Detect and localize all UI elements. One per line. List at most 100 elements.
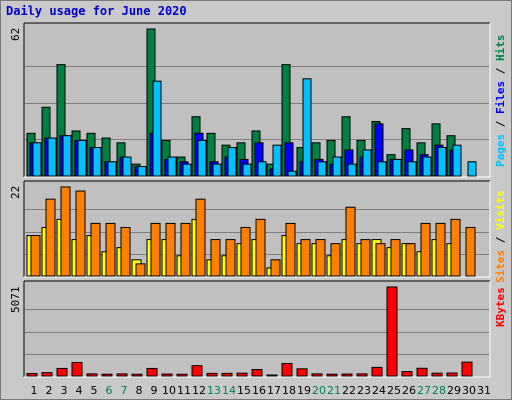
- bar-bottom-kbytes-day-14: [221, 372, 233, 377]
- bar-top-pages-day-25: [392, 158, 402, 177]
- bar-middle-sites-day-16: [255, 218, 266, 277]
- bar-top-pages-day-15: [242, 163, 252, 177]
- bar-bottom-kbytes-day-5: [86, 373, 98, 377]
- bar-bottom-kbytes-day-7: [116, 373, 128, 377]
- x-tick-label-day-14: 14: [222, 384, 236, 397]
- x-tick-label-day-21: 21: [327, 384, 341, 397]
- bar-bottom-kbytes-day-8: [131, 373, 143, 377]
- bar-middle-sites-day-17: [270, 259, 281, 277]
- bar-bottom-kbytes-day-11: [176, 373, 188, 377]
- bar-bottom-kbytes-day-13: [206, 372, 218, 377]
- bar-top-pages-day-20: [317, 161, 327, 177]
- x-tick-label-day-20: 20: [312, 384, 326, 397]
- bar-bottom-kbytes-day-2: [41, 372, 53, 377]
- legend-top: Pages / Files / Hits: [494, 35, 507, 168]
- x-tick-label-day-31: 31: [477, 384, 491, 397]
- bar-middle-sites-day-24: [375, 243, 386, 277]
- bar-bottom-kbytes-day-16: [251, 369, 263, 377]
- y-max-label-top: 62: [9, 27, 22, 41]
- bar-top-pages-day-13: [212, 163, 222, 177]
- x-tick-label-day-5: 5: [91, 384, 98, 397]
- bar-top-pages-day-17: [272, 144, 282, 177]
- y-max-label-middle: 22: [9, 185, 22, 199]
- bar-bottom-kbytes-day-24: [371, 366, 383, 377]
- bar-top-pages-day-24: [377, 161, 387, 177]
- x-tick-label-day-29: 29: [447, 384, 461, 397]
- bar-bottom-kbytes-day-26: [401, 371, 413, 377]
- legend-middle-part-0: Sites: [494, 249, 507, 283]
- bar-top-pages-day-6: [107, 161, 117, 177]
- bar-middle-sites-day-6: [105, 222, 116, 277]
- bar-middle-sites-day-28: [435, 222, 446, 277]
- bar-bottom-kbytes-day-9: [146, 367, 158, 377]
- x-tick-label-day-12: 12: [192, 384, 206, 397]
- x-tick-label-day-2: 2: [46, 384, 53, 397]
- legend-top-part-3: /: [494, 61, 507, 81]
- bar-middle-sites-day-1: [30, 235, 41, 277]
- x-tick-label-day-30: 30: [462, 384, 476, 397]
- x-tick-label-day-28: 28: [432, 384, 446, 397]
- x-tick-label-day-18: 18: [282, 384, 296, 397]
- bar-top-pages-day-2: [47, 137, 57, 177]
- bar-middle-sites-day-9: [150, 222, 161, 277]
- bar-middle-sites-day-12: [195, 198, 206, 277]
- y-max-label-bottom: 5071: [9, 286, 22, 314]
- legend-top-part-0: Pages: [494, 133, 507, 167]
- x-tick-label-day-17: 17: [267, 384, 281, 397]
- bar-top-pages-day-26: [407, 161, 417, 177]
- bar-middle-sites-day-30: [465, 226, 476, 277]
- bar-bottom-kbytes-day-25: [386, 286, 398, 377]
- bar-bottom-kbytes-day-29: [446, 372, 458, 377]
- bar-middle-sites-day-19: [300, 239, 311, 277]
- bar-bottom-kbytes-day-17: [266, 374, 278, 377]
- x-tick-label-day-25: 25: [387, 384, 401, 397]
- bar-top-pages-day-28: [437, 147, 447, 177]
- x-tick-label-day-3: 3: [61, 384, 68, 397]
- x-tick-label-day-27: 27: [417, 384, 431, 397]
- legend-bottom-part-0: KBytes: [494, 287, 507, 327]
- bar-middle-sites-day-22: [345, 206, 356, 277]
- legend-middle: Sites / Visits: [494, 190, 507, 283]
- bar-top-pages-day-12: [197, 139, 207, 177]
- bar-top-pages-day-7: [122, 156, 132, 177]
- bar-bottom-kbytes-day-22: [341, 373, 353, 377]
- bar-top-pages-day-19: [302, 78, 312, 177]
- x-tick-label-day-11: 11: [177, 384, 191, 397]
- bar-middle-sites-day-26: [405, 243, 416, 277]
- x-tick-label-day-10: 10: [162, 384, 176, 397]
- x-tick-label-day-22: 22: [342, 384, 356, 397]
- legend-middle-part-2: Visits: [494, 190, 507, 230]
- bar-middle-sites-day-18: [285, 222, 296, 277]
- x-tick-label-day-6: 6: [106, 384, 113, 397]
- bar-bottom-kbytes-day-18: [281, 363, 293, 377]
- bar-top-pages-day-22: [347, 163, 357, 177]
- bar-bottom-kbytes-day-27: [416, 367, 428, 377]
- bar-middle-sites-day-11: [180, 222, 191, 277]
- x-tick-label-day-13: 13: [207, 384, 221, 397]
- bar-middle-sites-day-3: [60, 186, 71, 277]
- bar-middle-sites-day-15: [240, 226, 251, 277]
- bar-middle-sites-day-13: [210, 239, 221, 277]
- bar-bottom-kbytes-day-19: [296, 368, 308, 377]
- bar-top-pages-day-29: [452, 144, 462, 177]
- bar-top-pages-day-18: [287, 170, 297, 177]
- x-tick-label-day-8: 8: [136, 384, 143, 397]
- x-tick-label-day-15: 15: [237, 384, 251, 397]
- bar-bottom-kbytes-day-28: [431, 372, 443, 377]
- bar-top-pages-day-16: [257, 161, 267, 177]
- x-tick-label-day-19: 19: [297, 384, 311, 397]
- bar-top-pages-day-10: [167, 156, 177, 177]
- bar-middle-sites-day-5: [90, 222, 101, 277]
- bar-bottom-kbytes-day-15: [236, 372, 248, 377]
- x-tick-label-day-24: 24: [372, 384, 386, 397]
- x-tick-label-day-26: 26: [402, 384, 416, 397]
- bar-top-pages-day-30: [467, 161, 477, 177]
- chart-title: Daily usage for June 2020: [6, 4, 187, 18]
- bar-middle-sites-day-23: [360, 239, 371, 277]
- x-tick-label-day-9: 9: [151, 384, 158, 397]
- bar-top-pages-day-3: [62, 135, 72, 177]
- legend-top-part-1: /: [494, 114, 507, 134]
- x-tick-label-day-7: 7: [121, 384, 128, 397]
